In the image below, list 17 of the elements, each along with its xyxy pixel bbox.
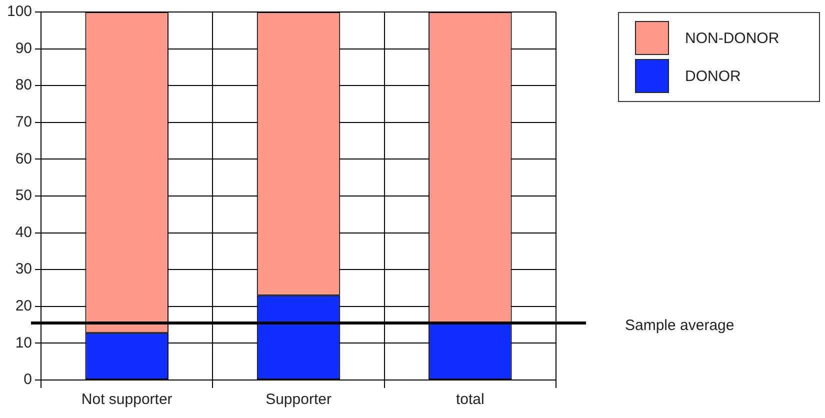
y-tick-label: 10 [15, 334, 32, 352]
y-tick-label: 100 [6, 3, 32, 20]
y-tick-label: 70 [15, 114, 32, 131]
y-tick-label: 80 [15, 76, 32, 94]
y-tick-label: 40 [15, 224, 32, 241]
legend-label: NON-DONOR [685, 30, 780, 46]
x-tick-label: Supporter [266, 391, 332, 408]
y-tick-label: 60 [15, 150, 32, 168]
legend-label: DONOR [685, 68, 741, 84]
x-tick-label: Not supporter [81, 391, 172, 408]
y-tick-label: 0 [24, 371, 32, 388]
y-tick-label: 30 [15, 260, 32, 278]
y-tick-label: 20 [15, 298, 32, 315]
y-tick-label: 50 [15, 187, 32, 204]
y-tick-label: 90 [15, 40, 32, 57]
ref-line-label: Sample average [625, 317, 734, 334]
x-tick-label: total [456, 391, 484, 408]
